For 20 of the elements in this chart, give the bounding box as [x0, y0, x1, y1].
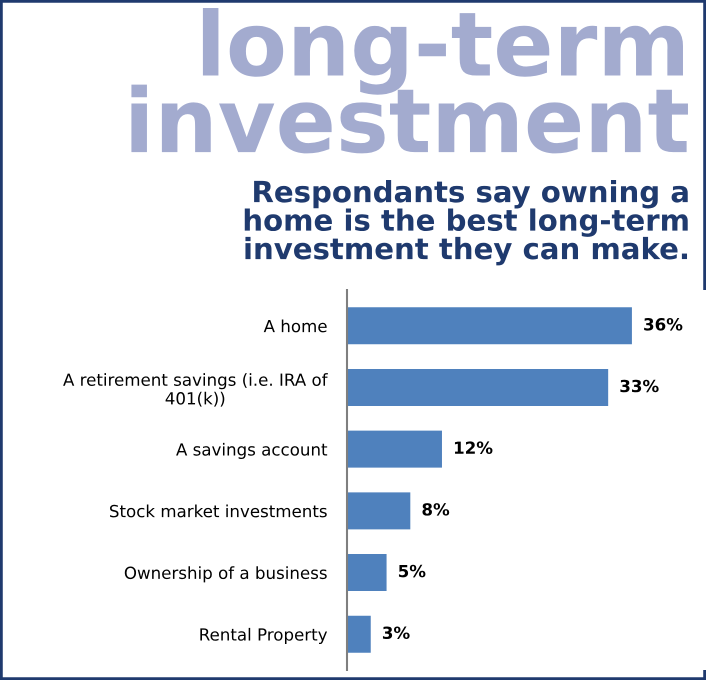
y-tick-label: Ownership of a business: [124, 566, 327, 582]
chart-title: long-term investment: [131, 8, 688, 154]
bar: [347, 307, 632, 344]
y-tick-label: Stock market investments: [110, 504, 327, 518]
y-tick-label: A savings account: [176, 442, 328, 459]
data-label: 8%: [422, 503, 450, 516]
data-label: 36%: [644, 318, 682, 331]
y-tick-label: Rental Property: [200, 628, 328, 644]
data-label: 12%: [454, 441, 492, 454]
data-label: 5%: [398, 564, 426, 578]
bar: [347, 616, 371, 653]
y-tick-label: A retirement savings (i.e. IRA of 401(k)): [63, 373, 328, 407]
bar: [347, 492, 410, 530]
chart-subtitle: Respondants say owning a home is the best long-term investment they can make.: [244, 180, 688, 266]
bar: [347, 554, 387, 592]
y-tick-label: A home: [264, 319, 327, 332]
data-label: 3%: [382, 626, 410, 640]
bar: [347, 430, 442, 468]
data-label: 33%: [620, 380, 659, 392]
bar: [347, 368, 608, 406]
